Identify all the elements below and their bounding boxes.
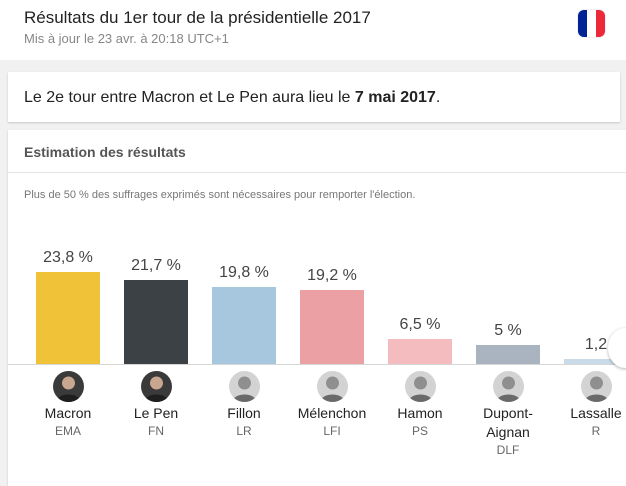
results-card: Estimation des résultats Plus de 50 % de… [8,130,626,486]
update-timestamp: Mis à jour le 23 avr. à 20:18 UTC+1 [24,31,229,46]
flag-stripe-blue [578,10,587,37]
results-header: Résultats du 1er tour de la présidentiel… [0,0,626,60]
france-flag-icon [578,10,605,37]
chart-baseline [8,364,626,365]
results-title: Estimation des résultats [24,144,186,160]
scroll-right-button[interactable] [608,328,626,368]
notice-text-end: . [435,89,441,106]
page-title: Résultats du 1er tour de la présidentiel… [24,8,371,27]
second-round-date: 7 mai 2017 [354,89,436,106]
second-round-notice: Le 2e tour entre Macron et Le Pen aura l… [8,72,620,122]
flag-stripe-white [587,10,596,37]
notice-text-start: Le 2e tour entre Macron et Le Pen aura l… [24,89,355,106]
flag-stripe-red [596,10,605,37]
notice-text: Le 2e tour entre Macron et Le Pen aura l… [24,89,440,107]
results-card-header: Estimation des résultats [8,130,626,173]
majority-note: Plus de 50 % des suffrages exprimés sont… [24,189,416,201]
